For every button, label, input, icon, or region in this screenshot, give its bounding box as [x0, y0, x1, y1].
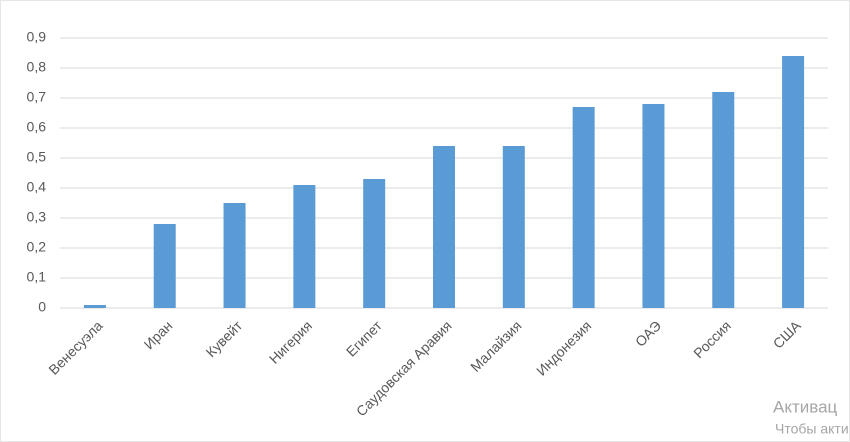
x-tick-label: Нигерия [266, 317, 315, 366]
x-tick-label: Египет [343, 317, 386, 360]
bar [293, 185, 316, 308]
y-tick-label: 0,7 [27, 89, 47, 105]
x-tick-label: США [770, 317, 805, 352]
y-tick-label: 0,6 [27, 119, 47, 135]
bar [83, 305, 106, 308]
bar [782, 56, 805, 308]
y-tick-label: 0 [38, 299, 46, 315]
watermark: Активац [773, 397, 838, 416]
bar [433, 146, 455, 308]
y-tick-label: 0,5 [27, 149, 47, 165]
x-tick-label: Венесуэла [45, 317, 105, 377]
y-tick-label: 0,2 [27, 239, 47, 255]
x-tick-label: Индонезия [533, 317, 594, 378]
bar [712, 92, 735, 308]
y-tick-label: 0,3 [27, 209, 47, 225]
y-tick-label: 0,4 [27, 179, 47, 195]
x-tick-label: ОАЭ [632, 317, 664, 349]
x-tick-label: Малайзия [467, 317, 524, 374]
bar [502, 146, 525, 308]
bar [153, 224, 176, 308]
bar [642, 104, 665, 308]
bar [572, 107, 595, 308]
y-tick-label: 0,8 [27, 59, 47, 75]
x-tick-label: Иран [141, 317, 176, 352]
y-tick-label: 0,1 [27, 269, 47, 285]
y-tick-label: 0,9 [27, 29, 47, 45]
watermark: Чтобы акти [775, 421, 849, 437]
bar [223, 203, 246, 308]
x-tick-label: Кувейт [203, 317, 246, 360]
bar [363, 179, 386, 308]
x-tick-label: Россия [690, 317, 734, 361]
